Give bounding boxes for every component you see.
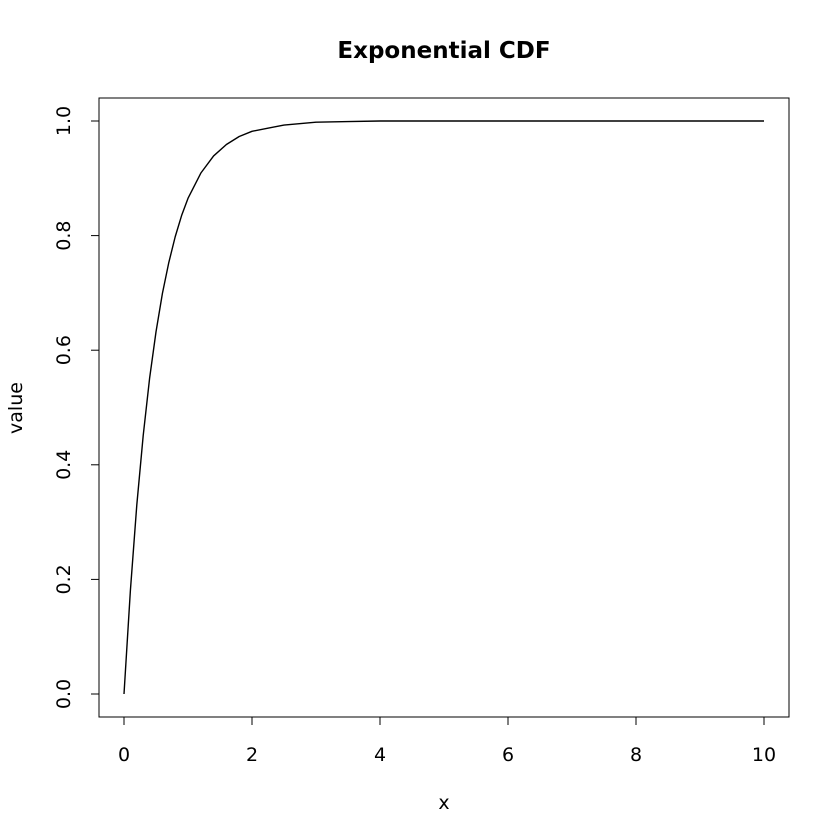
x-axis: 0 2 4 6 8 10	[118, 716, 776, 766]
y-tick-label: 0.2	[53, 564, 75, 594]
series-group	[123, 120, 764, 695]
y-tick-label: 0.0	[53, 679, 75, 709]
y-tick-label: 0.6	[53, 335, 75, 365]
x-tick-label: 4	[374, 744, 386, 766]
chart-title: Exponential CDF	[337, 38, 550, 64]
x-tick-label: 2	[246, 744, 258, 766]
plot-frame	[98, 97, 790, 718]
y-axis-label: value	[5, 382, 27, 434]
series-line	[123, 120, 764, 695]
y-tick-label: 1.0	[53, 106, 75, 136]
x-tick-label: 8	[630, 744, 642, 766]
y-axis: 0.0 0.2 0.4 0.6 0.8 1.0	[53, 106, 100, 709]
y-tick-label: 0.4	[53, 450, 75, 480]
y-tick-label: 0.8	[53, 220, 75, 250]
x-axis-label: x	[438, 792, 449, 814]
x-tick-label: 10	[752, 744, 776, 766]
x-tick-label: 6	[502, 744, 514, 766]
x-tick-label: 0	[118, 744, 130, 766]
